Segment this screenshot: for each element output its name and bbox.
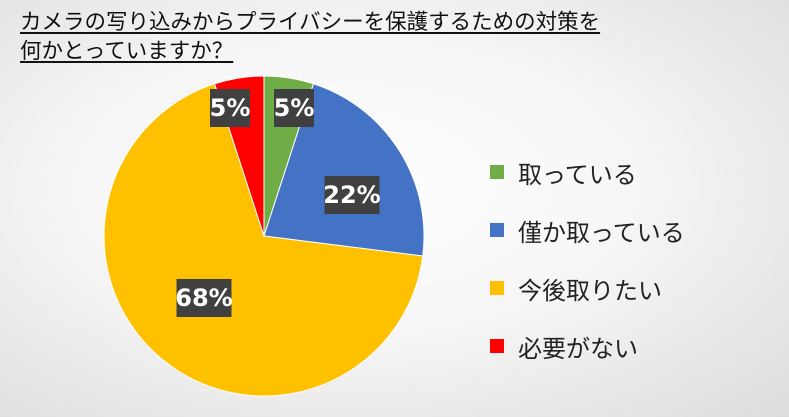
data-label-text: 5% (210, 94, 251, 122)
data-label: 5% (210, 89, 251, 127)
legend-item: 今後取りたい (490, 259, 780, 317)
data-label: 22% (323, 176, 381, 214)
legend-swatch (490, 339, 504, 353)
data-label-box (210, 89, 250, 127)
pie-slice (103, 83, 424, 397)
data-label-box (176, 279, 232, 317)
data-label-text: 5% (274, 94, 315, 122)
legend-label: 僅か取っている (518, 218, 685, 247)
data-label: 68% (175, 279, 233, 317)
chart-title: カメラの写り込みからプライバシーを保護するための対策を 何かとっていますか？ (20, 8, 600, 66)
data-label-box (324, 176, 380, 214)
legend-label: 取っている (518, 160, 637, 189)
data-label: 5% (274, 89, 315, 127)
chart-legend: 取っている 僅か取っている 今後取りたい 必要がない (490, 143, 780, 375)
chart-title-line-2: 何かとっていますか？ (20, 39, 234, 64)
legend-item: 必要がない (490, 317, 780, 375)
legend-label: 必要がない (518, 334, 638, 363)
legend-swatch (490, 281, 504, 295)
chart-title-line-1: カメラの写り込みからプライバシーを保護するための対策を (20, 10, 601, 35)
legend-label: 今後取りたい (518, 276, 662, 305)
legend-swatch (490, 165, 504, 179)
data-label-text: 22% (323, 181, 380, 209)
legend-item: 僅か取っている (490, 201, 780, 259)
legend-item: 取っている (490, 143, 780, 201)
data-label-box (274, 89, 314, 127)
legend-swatch (490, 223, 504, 237)
data-label-text: 68% (175, 284, 232, 312)
